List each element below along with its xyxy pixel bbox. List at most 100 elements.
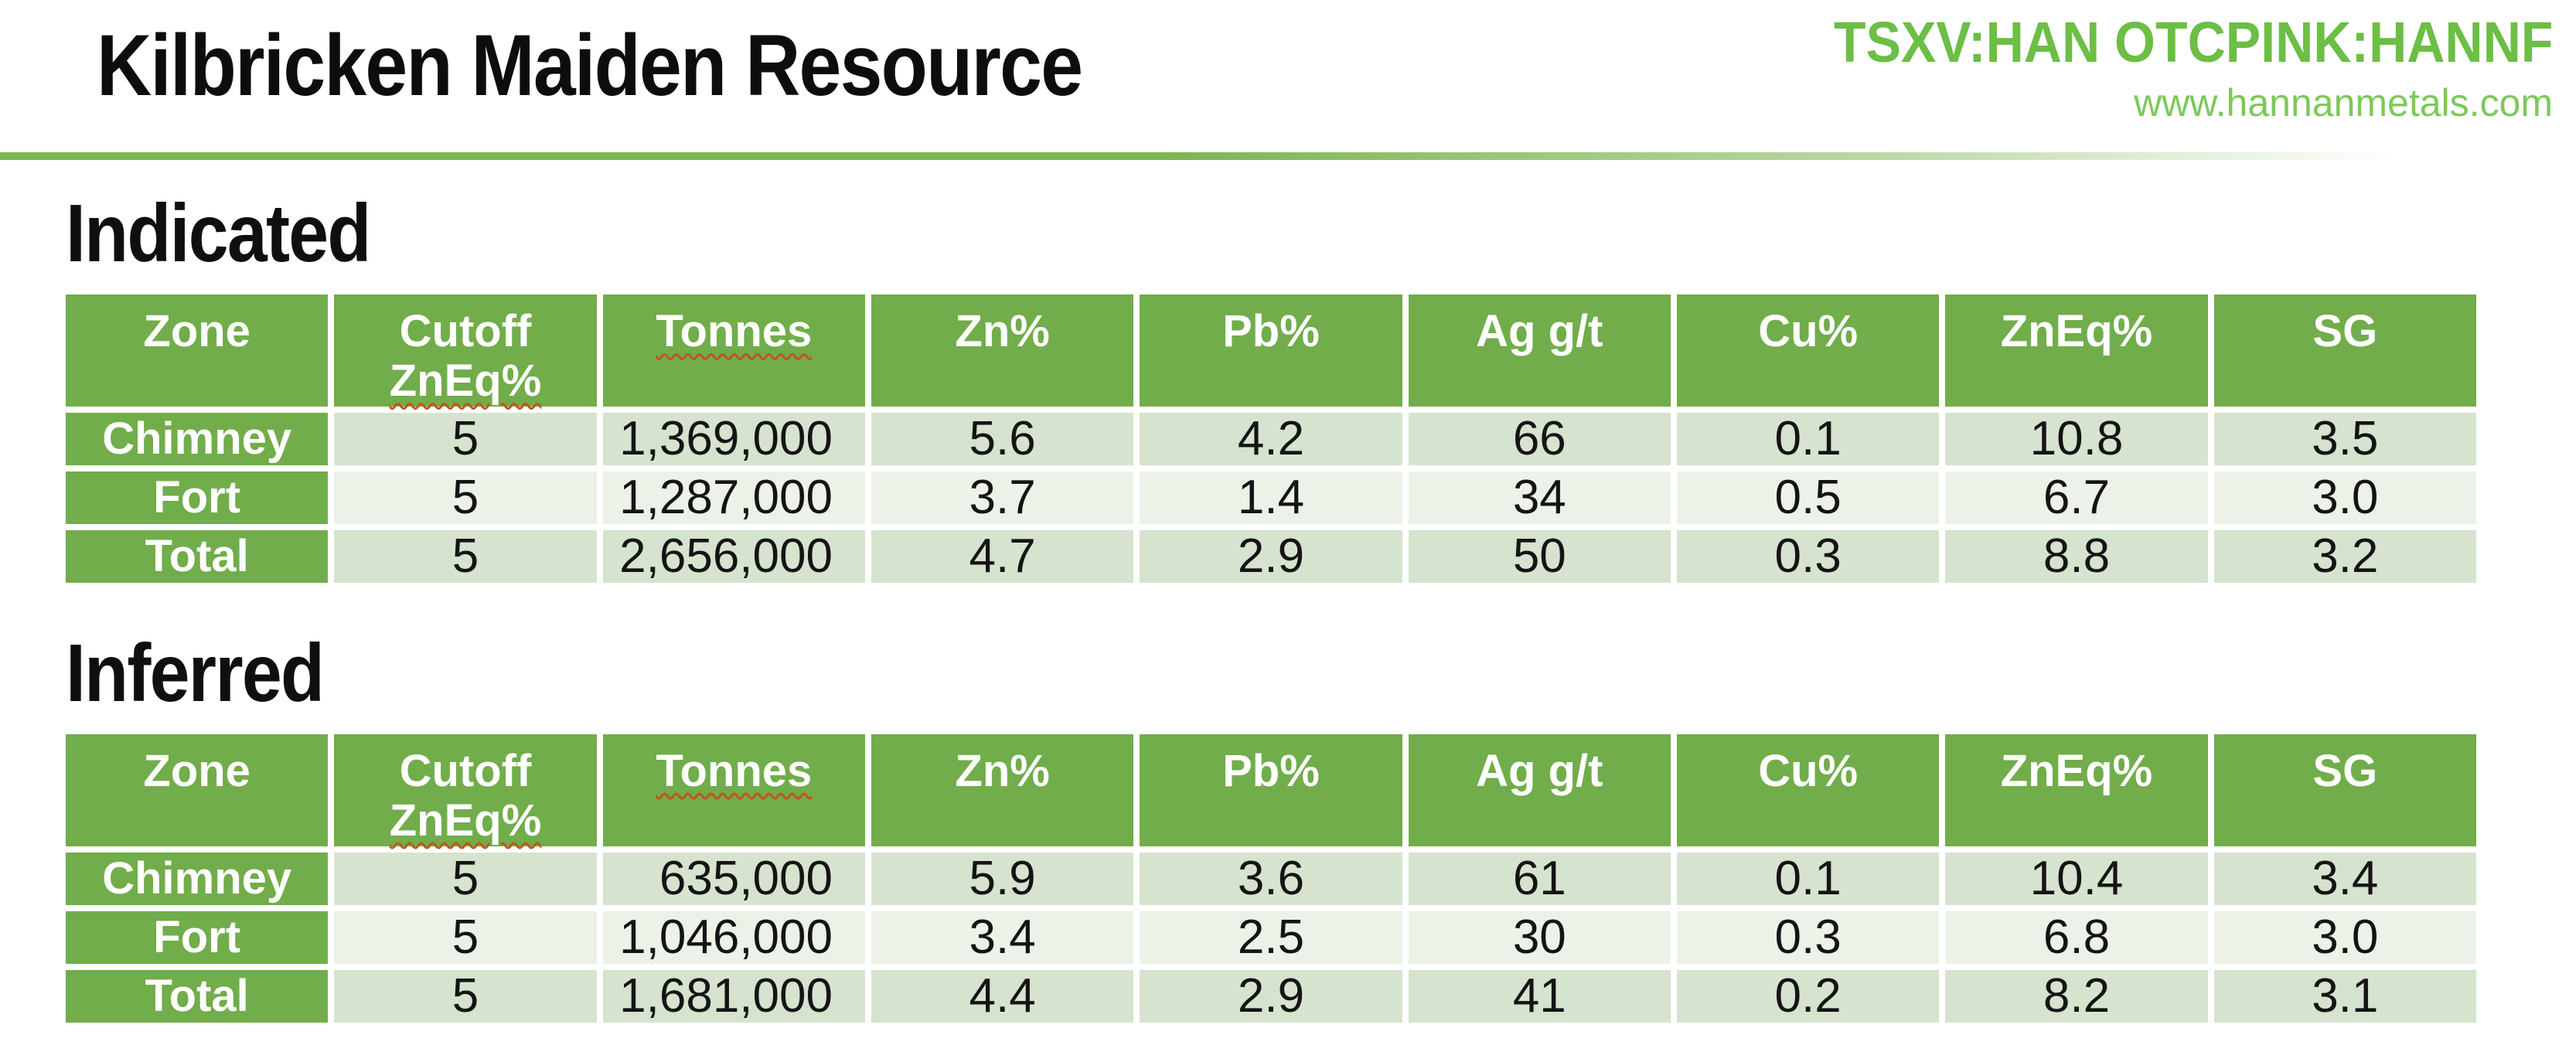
column-header-label: Cu% — [1758, 745, 1859, 796]
header-row: Zone Cutoff ZnEq% Tonnes Zn% Pb% Ag g/t Cu% ZnEq… — [66, 734, 2476, 846]
value-cell: 8.2 — [1945, 969, 2208, 1023]
table-row: Chimney 5 1,369,000 5.6 4.2 66 0.1 10.8 3.5 — [66, 412, 2476, 465]
value-cell: 0.1 — [1676, 412, 1940, 465]
value-cell: 3.5 — [2213, 412, 2476, 465]
zone-cell: Total — [66, 969, 329, 1023]
value-cell: 0.5 — [1676, 471, 1940, 524]
zone-cell: Total — [66, 529, 329, 583]
column-header-label: Zn% — [955, 305, 1050, 356]
zone-cell: Fort — [66, 471, 329, 524]
table-row: Fort 5 1,046,000 3.4 2.5 30 0.3 6.8 3.0 — [66, 911, 2476, 964]
resource-section: Inferred Zone Cutoff ZnEq% Tonnes Zn% Pb% Ag g… — [66, 628, 2476, 1029]
value-cell: 2.9 — [1140, 529, 1402, 583]
value-cell: 3.6 — [1140, 852, 1402, 905]
column-header: Tonnes — [602, 734, 865, 846]
column-header-label: ZnEq% — [2000, 745, 2153, 796]
value-cell: 6.8 — [1945, 911, 2208, 964]
column-header: Cutoff ZnEq% — [334, 734, 597, 846]
table-header: Zone Cutoff ZnEq% Tonnes Zn% Pb% Ag g/t Cu% ZnEq… — [66, 734, 2476, 846]
column-header-label: Cutoff — [399, 305, 532, 356]
column-header: Pb% — [1140, 294, 1402, 407]
value-cell: 10.4 — [1945, 852, 2208, 905]
column-header: Zone — [66, 294, 329, 407]
value-cell: 5 — [334, 529, 597, 583]
table-body: Chimney 5 635,000 5.9 3.6 61 0.1 10.4 3.4 Fort 5 1,… — [66, 852, 2476, 1023]
resource-table: Zone Cutoff ZnEq% Tonnes Zn% Pb% Ag g/t Cu% ZnEq… — [60, 728, 2482, 1029]
section-title: Indicated — [66, 188, 371, 279]
value-cell: 8.8 — [1945, 529, 2208, 583]
value-cell: 1,287,000 — [602, 471, 865, 524]
column-header-label: SG — [2312, 745, 2378, 796]
column-header-label: Zn% — [955, 745, 1050, 796]
value-cell: 0.3 — [1676, 911, 1940, 964]
value-cell: 0.1 — [1676, 852, 1940, 905]
column-header: ZnEq% — [1945, 734, 2208, 846]
value-cell: 4.7 — [871, 529, 1134, 583]
zone-cell: Chimney — [66, 852, 329, 905]
website-url: www.hannanmetals.com — [2134, 80, 2553, 124]
value-cell: 5 — [334, 471, 597, 524]
table-header: Zone Cutoff ZnEq% Tonnes Zn% Pb% Ag g/t Cu% ZnEq… — [66, 294, 2476, 407]
table-row: Chimney 5 635,000 5.9 3.6 61 0.1 10.4 3.4 — [66, 852, 2476, 905]
column-header-label: Ag g/t — [1476, 745, 1603, 796]
value-cell: 34 — [1408, 471, 1671, 524]
slide-header: Kilbricken Maiden Resource TSXV:HAN OTCP… — [0, 0, 2576, 164]
column-header-label-line2: ZnEq% — [389, 355, 542, 406]
column-header: Zn% — [871, 734, 1134, 846]
value-cell: 5 — [334, 911, 597, 964]
header-divider — [0, 152, 2576, 160]
zone-cell: Chimney — [66, 412, 329, 465]
value-cell: 30 — [1408, 911, 1671, 964]
column-header-label: Zone — [143, 305, 250, 356]
column-header: Cu% — [1676, 294, 1940, 407]
column-header: Pb% — [1140, 734, 1402, 846]
column-header: ZnEq% — [1945, 294, 2208, 407]
column-header-label: Tonnes — [656, 745, 813, 796]
value-cell: 0.2 — [1676, 969, 1940, 1023]
value-cell: 5.9 — [871, 852, 1134, 905]
section-title: Inferred — [66, 627, 325, 719]
value-cell: 5.6 — [871, 412, 1134, 465]
value-cell: 2,656,000 — [602, 529, 865, 583]
value-cell: 1,681,000 — [602, 969, 865, 1023]
value-cell: 3.0 — [2213, 911, 2476, 964]
column-header-label: Cutoff — [399, 745, 532, 796]
column-header-label: Tonnes — [656, 305, 813, 356]
table-row: Total 5 2,656,000 4.7 2.9 50 0.3 8.8 3.2 — [66, 529, 2476, 583]
value-cell: 3.4 — [871, 911, 1134, 964]
value-cell: 5 — [334, 412, 597, 465]
column-header-label: SG — [2312, 305, 2378, 356]
value-cell: 2.9 — [1140, 969, 1402, 1023]
value-cell: 3.0 — [2213, 471, 2476, 524]
value-cell: 0.3 — [1676, 529, 1940, 583]
value-cell: 50 — [1408, 529, 1671, 583]
page-title: Kilbricken Maiden Resource — [97, 17, 1083, 114]
value-cell: 5 — [334, 969, 597, 1023]
value-cell: 41 — [1408, 969, 1671, 1023]
value-cell: 61 — [1408, 852, 1671, 905]
column-header-label: Pb% — [1222, 305, 1320, 356]
column-header-label-line2: ZnEq% — [389, 795, 542, 846]
column-header: Ag g/t — [1408, 294, 1671, 407]
column-header-label: Pb% — [1222, 745, 1320, 796]
table-row: Total 5 1,681,000 4.4 2.9 41 0.2 8.2 3.1 — [66, 969, 2476, 1023]
value-cell: 3.4 — [2213, 852, 2476, 905]
zone-cell: Fort — [66, 911, 329, 964]
column-header: Ag g/t — [1408, 734, 1671, 846]
table-row: Fort 5 1,287,000 3.7 1.4 34 0.5 6.7 3.0 — [66, 471, 2476, 524]
resource-section: Indicated Zone Cutoff ZnEq% Tonnes Zn% Pb% Ag … — [66, 188, 2476, 589]
value-cell: 4.2 — [1140, 412, 1402, 465]
value-cell: 2.5 — [1140, 911, 1402, 964]
column-header: Cu% — [1676, 734, 1940, 846]
column-header-label: Cu% — [1758, 305, 1859, 356]
column-header: Zone — [66, 734, 329, 846]
column-header-label: Zone — [143, 745, 250, 796]
value-cell: 3.1 — [2213, 969, 2476, 1023]
value-cell: 635,000 — [602, 852, 865, 905]
value-cell: 4.4 — [871, 969, 1134, 1023]
value-cell: 66 — [1408, 412, 1671, 465]
column-header: Tonnes — [602, 294, 865, 407]
value-cell: 10.8 — [1945, 412, 2208, 465]
content: Indicated Zone Cutoff ZnEq% Tonnes Zn% Pb% Ag … — [66, 0, 2476, 1029]
